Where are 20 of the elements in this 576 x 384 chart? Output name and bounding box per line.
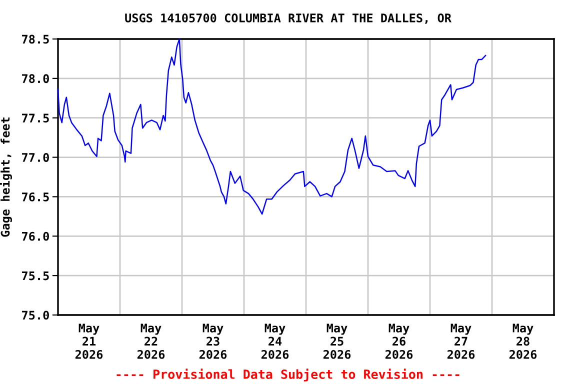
y-tick-label: 77.0 [22,153,49,162]
line-series [57,38,486,215]
y-tick-label: 75.0 [22,310,49,320]
y-axis-title: Gage height, feet [0,118,12,237]
x-tick-label: May 27 2026 [447,324,475,359]
x-tick-label: May 26 2026 [385,324,413,359]
x-tick-label: May 28 2026 [509,324,537,359]
y-tick-label: 78.5 [22,34,49,44]
x-tick-label: May 24 2026 [261,324,289,359]
y-tick-label: 75.5 [22,271,49,280]
x-tick-label: May 25 2026 [323,324,351,359]
y-tick-label: 77.5 [22,114,49,123]
y-tick-label: 78.0 [22,74,49,84]
chart-title: USGS 14105700 COLUMBIA RIVER AT THE DALLES, OR [125,13,452,24]
x-tick-label: May 21 2026 [75,324,103,359]
y-tick-label: 76.0 [22,232,49,241]
x-tick-label: May 22 2026 [137,324,165,359]
y-tick-label: 76.5 [22,192,49,202]
x-tick-label: May 23 2026 [199,324,227,359]
text: ---- Provisional Data Subject to Revision ---- [116,368,460,382]
